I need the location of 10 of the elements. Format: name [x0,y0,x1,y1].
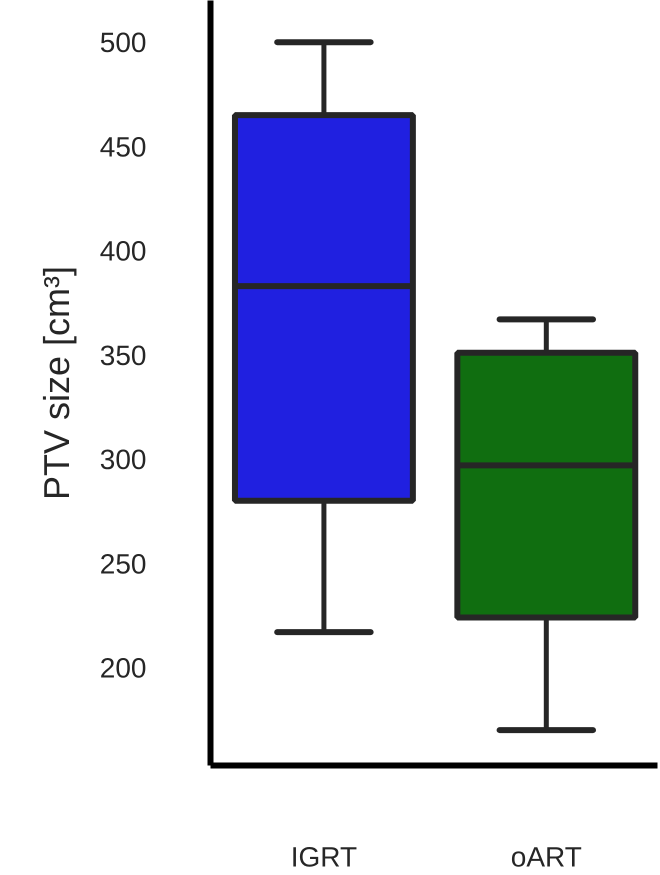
x-tick-label: oART [510,842,582,872]
y-tick-label: 450 [100,131,146,162]
y-tick-label: 200 [100,652,146,684]
y-tick-label: 350 [100,340,146,371]
y-axis-title: PTV size [cm³] [36,266,77,500]
y-tick-label: 300 [100,444,146,476]
y-tick-label: 400 [100,236,146,267]
x-tick-label: IGRT [290,842,358,872]
y-tick-label: 500 [100,27,146,58]
y-tick-label: 250 [100,548,146,580]
